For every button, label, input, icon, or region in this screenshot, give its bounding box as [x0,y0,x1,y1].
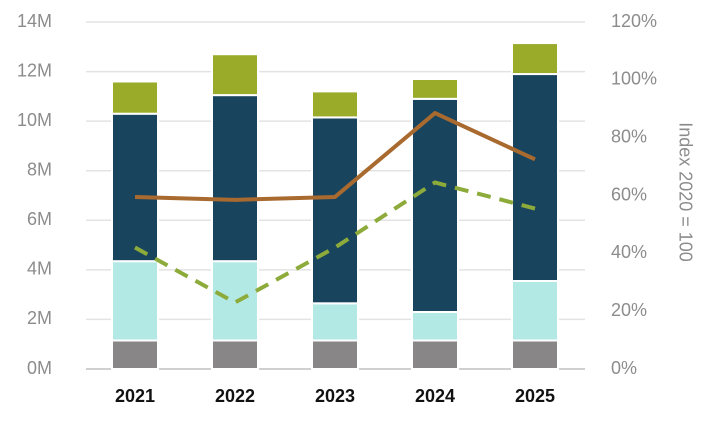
bar-segment-2 [311,302,359,342]
left-axis-ticks: 0M 2M 4M 6M 8M 10M 12M 14M [17,11,52,378]
category-labels: 2021 2022 2023 2024 2025 [115,386,555,406]
right-axis-ticks: 0% 20% 40% 60% 80% 100% 120% [611,11,657,378]
left-tick-label: 12M [17,60,52,80]
category-label: 2022 [215,386,255,406]
bar-segment-4 [111,80,159,115]
bar-segment-3 [311,116,359,305]
index-line-dashed [134,180,536,305]
right-tick-label: 60% [611,184,647,204]
right-tick-label: 80% [611,126,647,146]
right-tick-label: 100% [611,69,657,89]
bar-segment-1 [111,339,159,370]
left-tick-label: 0M [27,358,52,378]
bar-segment-3 [411,97,459,313]
category-label: 2023 [315,386,355,406]
bars [111,42,559,370]
bar-segment-4 [511,42,559,76]
bar-segment-1 [411,339,459,370]
bar-segment-3 [211,94,259,263]
bar-segment-4 [211,53,259,97]
category-label: 2025 [515,386,555,406]
bar-segment-1 [311,339,359,370]
bar-segment-2 [511,280,559,342]
right-tick-label: 0% [611,358,637,378]
bar-segment-3 [111,112,159,263]
category-label: 2021 [115,386,155,406]
bar-segment-2 [411,310,459,342]
left-tick-label: 8M [27,159,52,179]
bar-segment-2 [211,260,259,342]
bar-segment-4 [311,90,359,119]
category-label: 2024 [415,386,455,406]
right-axis-title: Index 2020 = 100 [675,122,695,262]
bar-segment-1 [511,339,559,370]
bar-segment-3 [511,73,559,283]
right-tick-label: 20% [611,300,647,320]
bar-segment-1 [211,339,259,370]
bar-segment-2 [111,260,159,342]
index-line-solid [134,111,536,202]
left-tick-label: 4M [27,259,52,279]
right-tick-label: 120% [611,11,657,31]
bar-segment-4 [411,78,459,100]
left-tick-label: 6M [27,209,52,229]
left-tick-label: 14M [17,11,52,31]
left-tick-label: 10M [17,110,52,130]
left-tick-label: 2M [27,308,52,328]
index-lines [134,111,536,305]
right-tick-label: 40% [611,242,647,262]
